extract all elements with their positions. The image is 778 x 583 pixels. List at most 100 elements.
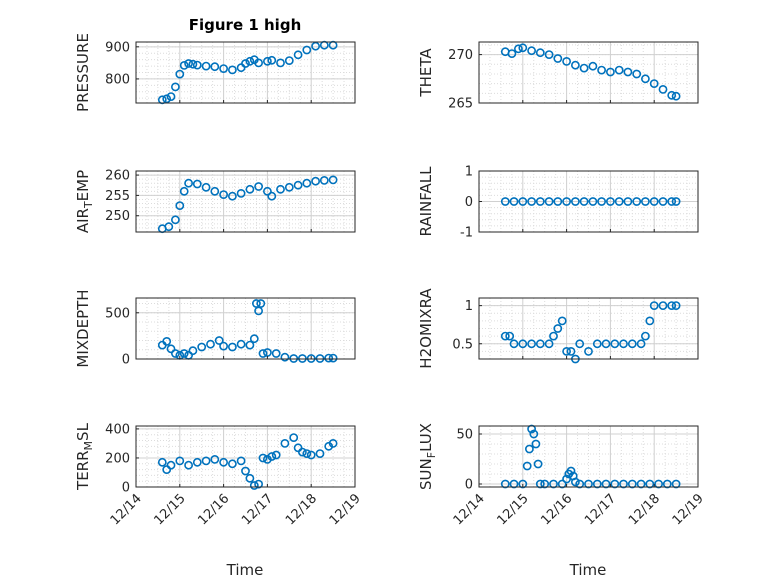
data-point: [315, 449, 325, 458]
axes-box: [478, 41, 699, 104]
data-point: [219, 190, 228, 199]
data-point: [614, 197, 624, 206]
data-point: [627, 479, 637, 489]
data-point: [302, 449, 312, 458]
data-point: [280, 352, 290, 362]
data-point: [527, 339, 536, 349]
data-point: [641, 331, 650, 341]
data-point: [645, 479, 655, 489]
data-point: [667, 90, 677, 100]
y-tick-label: 0: [122, 353, 130, 368]
data-point: [671, 91, 681, 101]
data-point: [525, 444, 534, 454]
y-tick-label: 0: [122, 481, 130, 496]
data-point: [184, 460, 193, 470]
x-tick-label: 12/14: [108, 491, 145, 528]
subplot-rainfall: -1 0 1 RAINFALL: [417, 165, 699, 241]
y-axis-label-main: RAINFALL: [417, 166, 435, 237]
data-point: [188, 346, 198, 356]
y-tick-label: 1: [465, 165, 473, 180]
data-point: [549, 479, 558, 489]
data-point: [535, 48, 545, 58]
data-point: [192, 179, 202, 189]
data-point: [575, 339, 585, 349]
data-point: [606, 197, 615, 206]
data-point: [293, 180, 303, 190]
data-point: [328, 353, 338, 363]
data-point: [236, 188, 246, 198]
data-point: [579, 197, 589, 206]
y-tick-label: 200: [105, 451, 130, 466]
data-point: [328, 438, 338, 448]
data-point: [219, 64, 228, 73]
data-point: [623, 197, 633, 206]
y-tick-label: 250: [105, 209, 130, 224]
y-axis-label: MIXDEPTH: [74, 289, 92, 367]
data-point: [166, 92, 176, 101]
data-point: [289, 433, 299, 442]
y-axis-label-suffix: LUX: [417, 423, 435, 452]
y-axis-label: PRESSURE: [74, 33, 92, 112]
data-point: [509, 479, 519, 489]
y-tick-label: 255: [105, 189, 130, 204]
data-point: [227, 65, 237, 75]
data-point: [584, 479, 593, 489]
y-axis-label-main: MIXDEPTH: [74, 289, 92, 367]
data-point: [236, 456, 246, 466]
data-point: [623, 67, 633, 77]
data-point: [575, 479, 585, 489]
data-point: [276, 58, 285, 68]
data-point: [662, 479, 672, 489]
data-point: [197, 342, 207, 352]
data-point: [262, 56, 272, 66]
data-point: [571, 197, 580, 206]
data-point: [179, 61, 189, 70]
y-axis-label-main: TERR: [74, 450, 92, 491]
data-point: [284, 56, 294, 65]
subplot-pressure: 800 900 PRESSURE: [74, 33, 356, 112]
data-point: [267, 191, 277, 201]
y-axis-label-main: THETA: [417, 48, 435, 98]
axes-box: [135, 170, 356, 233]
data-point: [262, 186, 272, 196]
data-point: [267, 452, 277, 461]
data-point: [533, 459, 543, 469]
data-point: [632, 69, 642, 79]
data-point: [271, 450, 281, 460]
x-axis-label-left: Time: [226, 561, 264, 579]
x-tick-label: 12/16: [538, 491, 575, 528]
data-point: [531, 439, 541, 449]
data-point: [518, 479, 528, 489]
subplot-theta: 265 270 THETA: [417, 41, 699, 112]
data-point: [175, 456, 185, 466]
data-point: [293, 50, 303, 60]
data-point: [614, 65, 624, 75]
y-tick-label: 900: [105, 40, 130, 55]
x-tick-label: 12/17: [239, 491, 276, 528]
data-point: [170, 215, 180, 225]
data-point: [610, 479, 620, 489]
y-axis-label-subscript: M: [82, 441, 95, 451]
y-tick-label: -1: [460, 226, 473, 241]
data-point: [649, 301, 659, 310]
data-point: [627, 339, 637, 349]
data-point: [645, 316, 655, 326]
x-tick-label: 12/15: [495, 491, 532, 528]
data-point: [535, 479, 545, 489]
data-point: [162, 336, 172, 346]
data-point: [566, 466, 576, 476]
y-tick-label: 500: [105, 306, 130, 321]
data-point: [610, 339, 620, 349]
data-point: [254, 182, 263, 191]
data-point: [636, 479, 646, 489]
y-axis-label-main: PRESSURE: [74, 33, 92, 112]
y-axis-label: THETA: [417, 48, 435, 98]
data-point: [219, 457, 228, 467]
y-axis-label-main: SUN: [417, 458, 435, 490]
data-point: [649, 197, 659, 206]
data-point: [245, 340, 255, 350]
y-axis-label: RAINFALL: [417, 166, 435, 237]
data-point: [553, 54, 563, 63]
data-point: [254, 479, 263, 489]
y-axis-label: TERRMSL: [74, 422, 95, 491]
